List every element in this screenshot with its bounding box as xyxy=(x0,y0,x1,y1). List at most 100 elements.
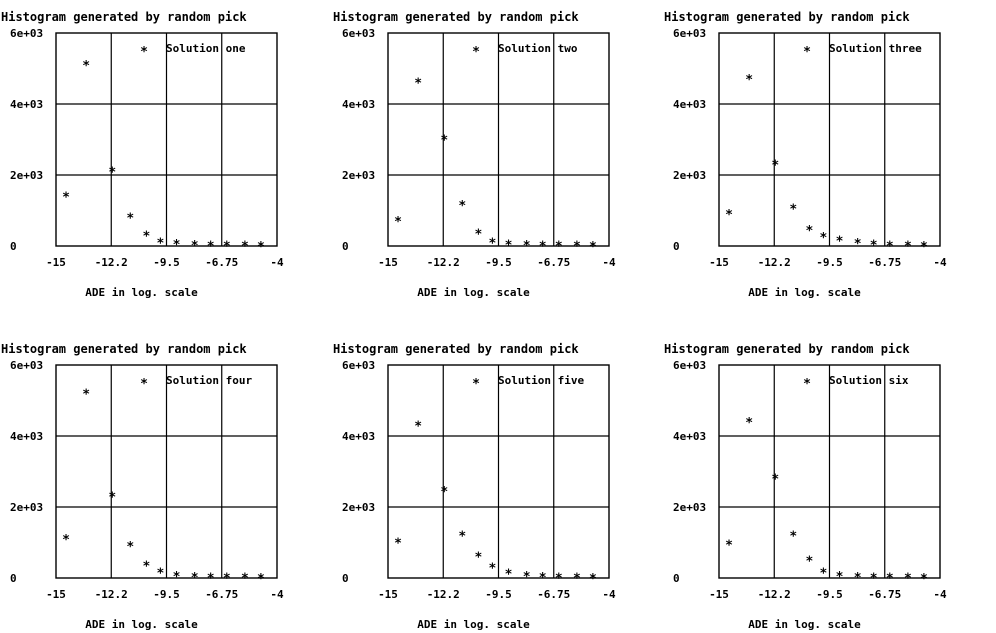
x-tick-label: -4 xyxy=(933,256,947,269)
x-tick-label: -6.75 xyxy=(868,588,901,601)
x-tick-label: -12.2 xyxy=(427,256,460,269)
data-point: * xyxy=(805,554,813,569)
legend-marker: * xyxy=(803,45,811,60)
data-point: * xyxy=(82,387,90,402)
data-point: * xyxy=(173,238,181,253)
data-point: * xyxy=(573,240,581,255)
x-tick-label: -6.75 xyxy=(537,256,570,269)
y-tick-label: 2e+03 xyxy=(342,169,375,182)
data-point: * xyxy=(789,529,797,544)
chart-title: Histogram generated by random pick xyxy=(664,342,910,356)
x-tick-label: -12.2 xyxy=(95,256,128,269)
y-tick-label: 0 xyxy=(673,572,680,585)
y-tick-label: 0 xyxy=(673,240,680,253)
data-point: * xyxy=(854,571,862,586)
data-point: * xyxy=(725,208,733,223)
x-tick-label: -4 xyxy=(270,256,284,269)
legend-marker: * xyxy=(140,377,148,392)
x-tick-label: -12.2 xyxy=(95,588,128,601)
x-tick-label: -15 xyxy=(46,588,66,601)
x-tick-label: -4 xyxy=(602,588,616,601)
data-point: * xyxy=(539,571,547,586)
data-point: * xyxy=(223,240,231,255)
data-point: * xyxy=(854,237,862,252)
data-point: * xyxy=(474,228,482,243)
y-tick-label: 2e+03 xyxy=(10,169,43,182)
data-point: * xyxy=(458,199,466,214)
x-tick-label: -6.75 xyxy=(537,588,570,601)
x-tick-label: -9.5 xyxy=(153,256,180,269)
x-tick-label: -15 xyxy=(378,588,398,601)
y-tick-label: 4e+03 xyxy=(10,98,43,111)
x-tick-label: -9.5 xyxy=(485,256,512,269)
x-tick-label: -9.5 xyxy=(816,588,843,601)
data-point: * xyxy=(394,215,402,230)
data-point: * xyxy=(904,240,912,255)
y-tick-label: 0 xyxy=(342,240,349,253)
x-axis-label: ADE in log. scale xyxy=(417,618,530,631)
data-point: * xyxy=(771,473,779,488)
data-point: * xyxy=(223,572,231,587)
y-tick-label: 6e+03 xyxy=(342,359,375,372)
chart-title: Histogram generated by random pick xyxy=(333,10,579,24)
chart-panel: Histogram generated by random pick -15 -12… xyxy=(664,10,947,299)
x-tick-label: -6.75 xyxy=(205,256,238,269)
y-tick-label: 6e+03 xyxy=(673,359,706,372)
data-point: * xyxy=(207,571,215,586)
data-point: * xyxy=(108,490,116,505)
x-tick-label: -15 xyxy=(46,256,66,269)
chart-panel: Histogram generated by random pick -15 -12… xyxy=(333,10,616,299)
data-point: * xyxy=(589,572,597,587)
y-tick-label: 6e+03 xyxy=(10,27,43,40)
data-point: * xyxy=(126,540,134,555)
chart-title: Histogram generated by random pick xyxy=(664,10,910,24)
legend-marker: * xyxy=(140,45,148,60)
y-tick-label: 2e+03 xyxy=(342,501,375,514)
chart-panel: Histogram generated by random pick -15 -12… xyxy=(333,342,616,631)
data-point: * xyxy=(870,571,878,586)
data-point: * xyxy=(771,158,779,173)
y-tick-label: 2e+03 xyxy=(673,501,706,514)
data-point: * xyxy=(489,561,497,576)
x-tick-label: -9.5 xyxy=(153,588,180,601)
x-tick-label: -15 xyxy=(378,256,398,269)
y-tick-label: 4e+03 xyxy=(342,430,375,443)
x-axis-label: ADE in log. scale xyxy=(417,286,530,299)
data-point: * xyxy=(126,212,134,227)
x-tick-label: -15 xyxy=(709,588,729,601)
data-point: * xyxy=(886,239,894,254)
data-point: * xyxy=(555,571,563,586)
data-point: * xyxy=(539,239,547,254)
x-tick-label: -12.2 xyxy=(758,256,791,269)
data-point: * xyxy=(191,239,199,254)
data-point: * xyxy=(241,572,249,587)
data-point: * xyxy=(920,572,928,587)
x-tick-label: -6.75 xyxy=(205,588,238,601)
data-point: * xyxy=(257,572,265,587)
y-tick-label: 4e+03 xyxy=(342,98,375,111)
x-tick-label: -9.5 xyxy=(485,588,512,601)
y-tick-label: 2e+03 xyxy=(10,501,43,514)
data-point: * xyxy=(489,236,497,251)
x-tick-label: -4 xyxy=(933,588,947,601)
data-point: * xyxy=(805,224,813,239)
x-tick-label: -4 xyxy=(602,256,616,269)
chart-panel: Histogram generated by random pick -15 -12… xyxy=(664,342,947,631)
x-tick-label: -6.75 xyxy=(868,256,901,269)
data-point: * xyxy=(474,551,482,566)
data-point: * xyxy=(414,77,422,92)
legend-label: Solution two xyxy=(498,42,578,55)
data-point: * xyxy=(458,529,466,544)
y-tick-label: 0 xyxy=(10,240,17,253)
data-point: * xyxy=(523,239,531,254)
data-point: * xyxy=(440,134,448,149)
chart-title: Histogram generated by random pick xyxy=(333,342,579,356)
y-tick-label: 6e+03 xyxy=(673,27,706,40)
data-point: * xyxy=(589,240,597,255)
data-point: * xyxy=(414,419,422,434)
data-point: * xyxy=(440,485,448,500)
data-point: * xyxy=(820,231,828,246)
chart-title: Histogram generated by random pick xyxy=(1,342,247,356)
chart-title: Histogram generated by random pick xyxy=(1,10,247,24)
data-point: * xyxy=(257,240,265,255)
